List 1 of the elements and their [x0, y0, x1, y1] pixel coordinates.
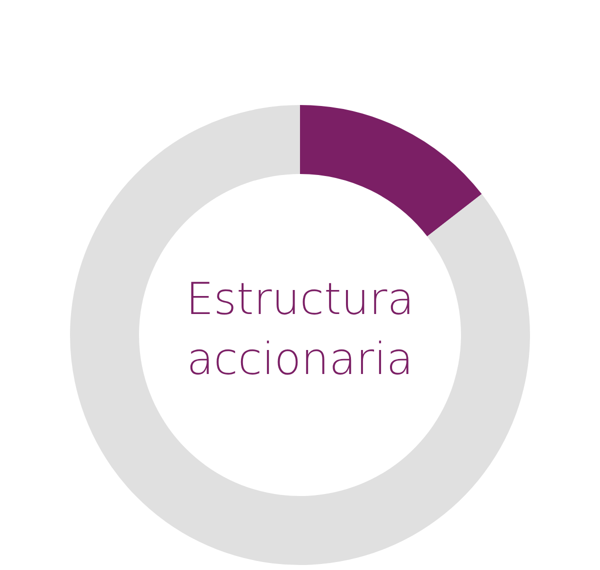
text: Estructura accionaria — [184, 273, 416, 387]
